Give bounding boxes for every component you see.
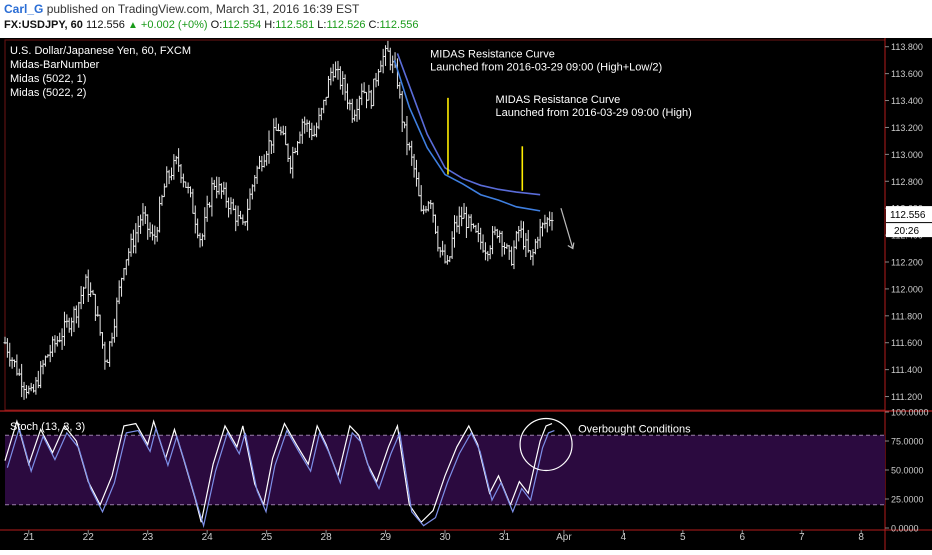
chart-header: Carl_G published on TradingView.com, Mar… [0,0,932,38]
overbought-circle-icon [519,417,573,472]
price-label: 112.556 [890,210,926,221]
forecast-arrow-icon [560,208,574,249]
indicator-label-2: Midas (5022, 1) [10,73,86,85]
price-tick-label: 111.200 [891,392,922,402]
price-pane-border [4,39,886,411]
annotation-subtitle-1: Launched from 2016-03-29 09:00 (High+Low… [430,61,662,73]
low-label: L: [317,19,327,31]
price-label-bg [886,206,932,223]
indicator-label-3: Midas (5022, 2) [10,87,86,99]
stoch-tick-label: 50.0000 [891,466,924,476]
stoch-tick-label: 25.0000 [891,495,924,505]
close-value: 112.556 [379,19,419,31]
publish-line: Carl_G published on TradingView.com, Mar… [4,2,359,16]
time-tick-label: 21 [23,532,35,543]
forecast-arrowhead-icon [567,242,575,250]
midas-curves [393,53,541,212]
price-tick-label: 112.000 [891,284,923,294]
author-link[interactable]: Carl_G [4,2,44,16]
price-tick-label: 111.600 [891,338,922,348]
chart-area[interactable]: MIDAS Resistance Curve Launched from 2016… [0,38,932,550]
price-tick-label: 111.800 [891,311,922,321]
time-tick-label: 28 [321,532,333,543]
annotation-title-1: MIDAS Resistance Curve [430,48,555,60]
price-tick-label: 111.400 [891,365,922,375]
time-tick-label: 31 [499,532,511,543]
stochastic-pane: Overbought Conditions [4,417,885,529]
high-value: 112.581 [275,19,315,31]
annotation-title-2: MIDAS Resistance Curve [496,94,621,106]
price-tick-label: 113.400 [891,96,923,106]
price-tick-label: 112.200 [891,258,923,268]
close-label: C: [368,19,380,31]
time-tick-label: 5 [680,532,686,543]
timer-label: 20:26 [894,226,919,237]
time-tick-label: Apr [556,532,572,543]
time-tick-label: 29 [380,532,392,543]
time-tick-label: 8 [858,532,864,543]
midas-curve-1 [393,59,541,212]
time-tick-label: 6 [740,532,746,543]
high-label: H: [264,19,276,31]
ohlc-line: FX:USDJPY, 60 112.556 ▲ +0.002 (+0%) O:1… [4,19,418,31]
midas-curve-2 [396,53,541,196]
price-tick-label: 113.000 [891,150,923,160]
price-tick-label: 113.200 [891,123,923,133]
price-tick-label: 112.800 [891,177,923,187]
stoch-tick-label: 75.0000 [891,437,924,447]
up-arrow-icon: ▲ [127,20,138,31]
time-tick-label: 25 [261,532,273,543]
publish-info: published on TradingView.com, March 31, … [46,2,360,16]
low-value: 112.526 [326,19,366,31]
annotation-subtitle-2: Launched from 2016-03-29 09:00 (High) [496,107,692,119]
open-value: 112.554 [222,19,262,31]
stoch-title: Stoch (13, 3, 3) [10,421,85,433]
time-tick-label: 7 [799,532,805,543]
symbol-label[interactable]: FX:USDJPY, 60 [4,19,83,31]
stoch-tick-label: 0.0000 [891,524,919,534]
price-grid [0,38,932,550]
time-tick-label: 4 [621,532,627,543]
time-tick-label: 23 [142,532,154,543]
stoch-d-line [6,426,555,529]
time-tick-label: 24 [202,532,214,543]
price-tick-label: 113.800 [891,42,923,52]
time-tick-label: 30 [439,532,451,543]
overbought-label: Overbought Conditions [578,423,691,435]
timer-label-bg [886,223,932,238]
price-tick-label: 113.600 [891,69,923,79]
stoch-tick-label: 100.0000 [891,408,929,418]
price-change: +0.002 (+0%) [140,19,208,31]
last-price: 112.556 [85,19,125,31]
time-tick-label: 22 [83,532,95,543]
candles [3,40,554,400]
axes: 113.800 113.600 113.400 113.200 113.000 112.8… [23,42,932,543]
open-label: O: [210,19,223,31]
main-title: U.S. Dollar/Japanese Yen, 60, FXCM [10,45,191,57]
stoch-band [5,435,885,505]
indicator-label-1: Midas-BarNumber [10,59,100,71]
stoch-k-line [4,419,553,524]
